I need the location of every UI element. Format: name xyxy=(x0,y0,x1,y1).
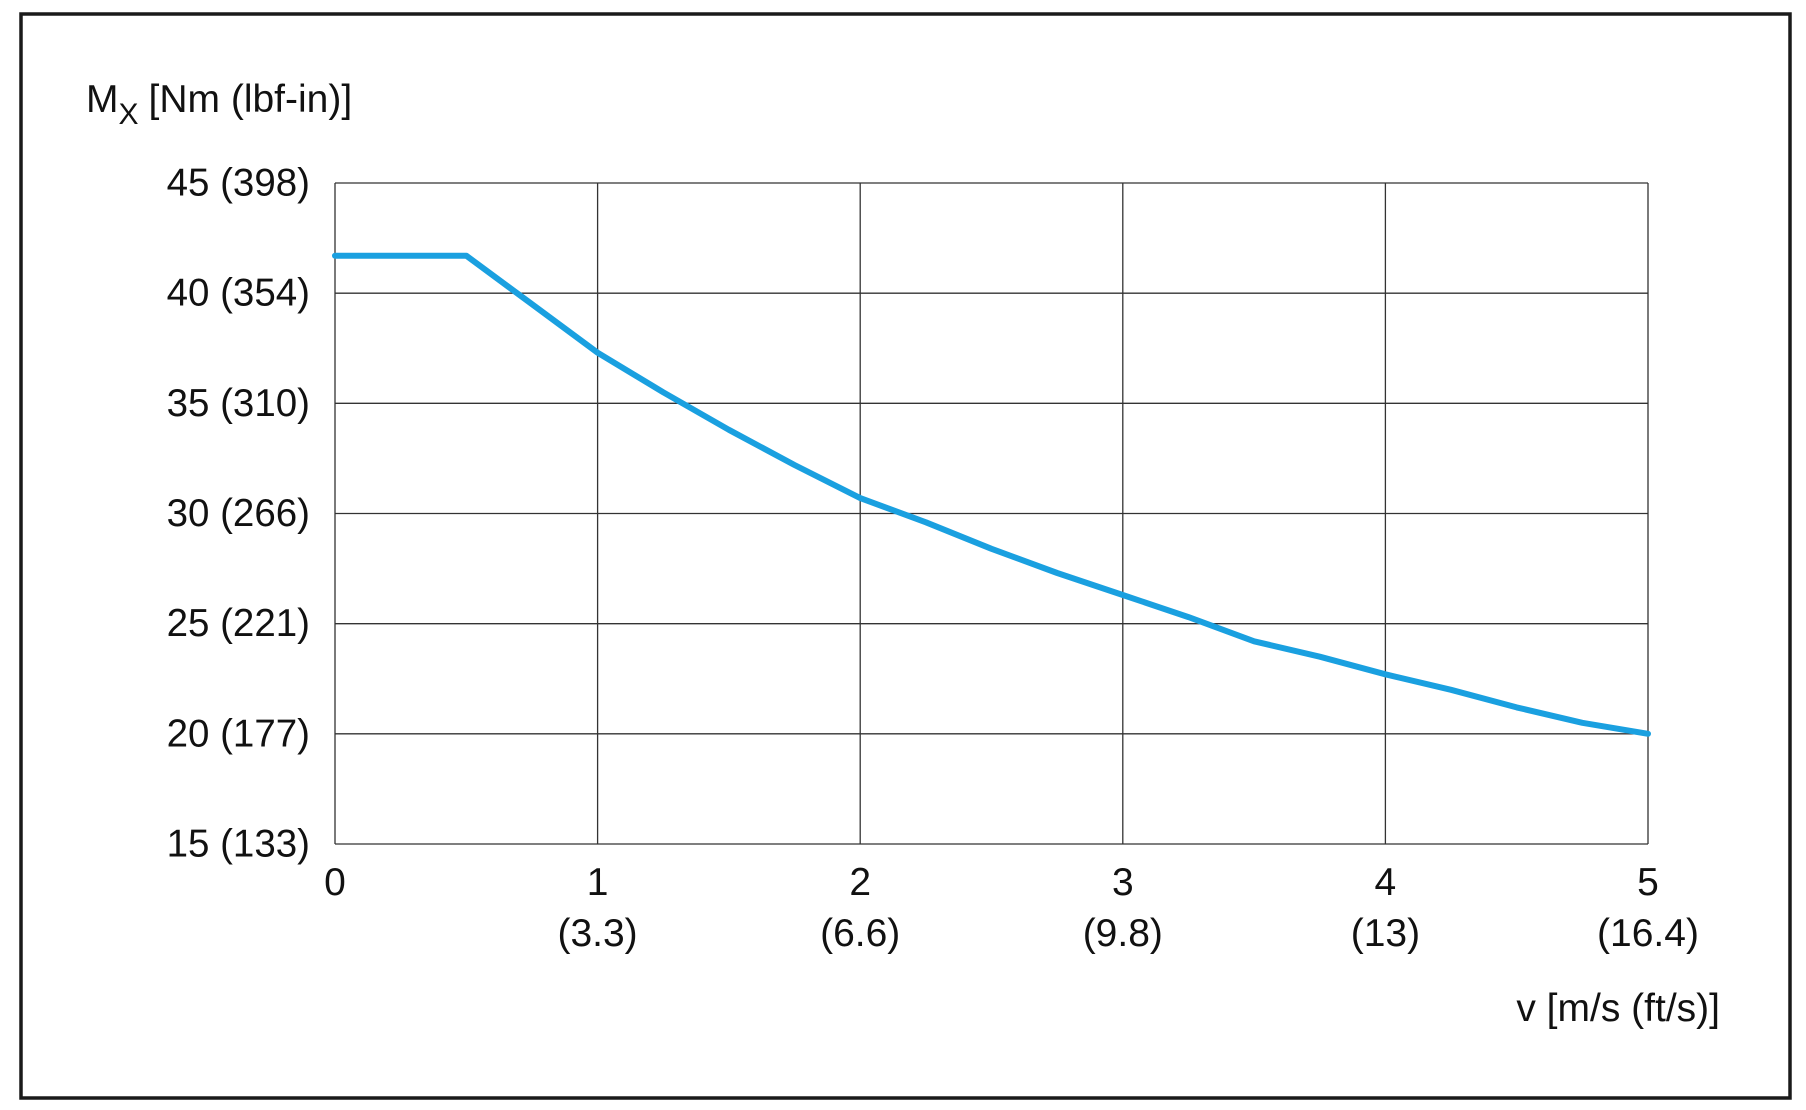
x-tick-sublabel: (16.4) xyxy=(1597,912,1699,955)
x-tick-label: 4 xyxy=(1375,861,1397,904)
x-tick-label: 1 xyxy=(587,861,609,904)
y-tick-label: 40 (354) xyxy=(167,272,310,315)
chart-series xyxy=(332,252,1651,737)
y-axis-unit: [Nm (lbf-in)] xyxy=(149,78,353,121)
x-tick-sublabel: (6.6) xyxy=(820,912,900,955)
x-tick-label: 3 xyxy=(1112,861,1134,904)
y-tick-label: 30 (266) xyxy=(167,492,310,535)
y-tick-label: 25 (221) xyxy=(167,602,310,645)
y-tick-label: 15 (133) xyxy=(167,823,310,866)
y-axis-ticks: 45 (398) 40 (354) 35 (310) 30 (266) 25 (221)… xyxy=(167,162,310,866)
chart-frame xyxy=(19,12,1792,1100)
x-axis-ticks: 0 1 (3.3) 2 (6.6) 3 (9.8) 4 (13) 5 (16.4) xyxy=(324,861,1699,955)
y-tick-label: 45 (398) xyxy=(167,162,310,205)
series-line xyxy=(332,252,1651,737)
y-tick-label: 20 (177) xyxy=(167,712,310,755)
y-tick-label: 35 (310) xyxy=(167,382,310,425)
y-axis-label: MX [Nm (lbf-in)] xyxy=(86,78,352,131)
x-tick-sublabel: (3.3) xyxy=(557,912,637,955)
x-tick-sublabel: (9.8) xyxy=(1083,912,1163,955)
x-tick-label: 5 xyxy=(1637,861,1659,904)
chart-grid xyxy=(334,182,1649,845)
y-axis-symbol: M xyxy=(86,78,119,121)
x-tick-label: 2 xyxy=(849,861,871,904)
x-tick-label: 0 xyxy=(324,861,346,904)
x-axis-label: v [m/s (ft/s)] xyxy=(1516,987,1720,1030)
y-axis-subscript: X xyxy=(119,98,139,131)
x-tick-sublabel: (13) xyxy=(1351,912,1420,955)
